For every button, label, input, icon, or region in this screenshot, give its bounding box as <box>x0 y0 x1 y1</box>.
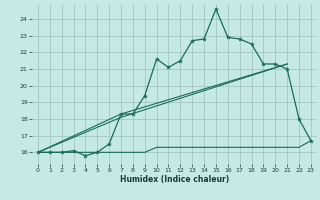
X-axis label: Humidex (Indice chaleur): Humidex (Indice chaleur) <box>120 175 229 184</box>
